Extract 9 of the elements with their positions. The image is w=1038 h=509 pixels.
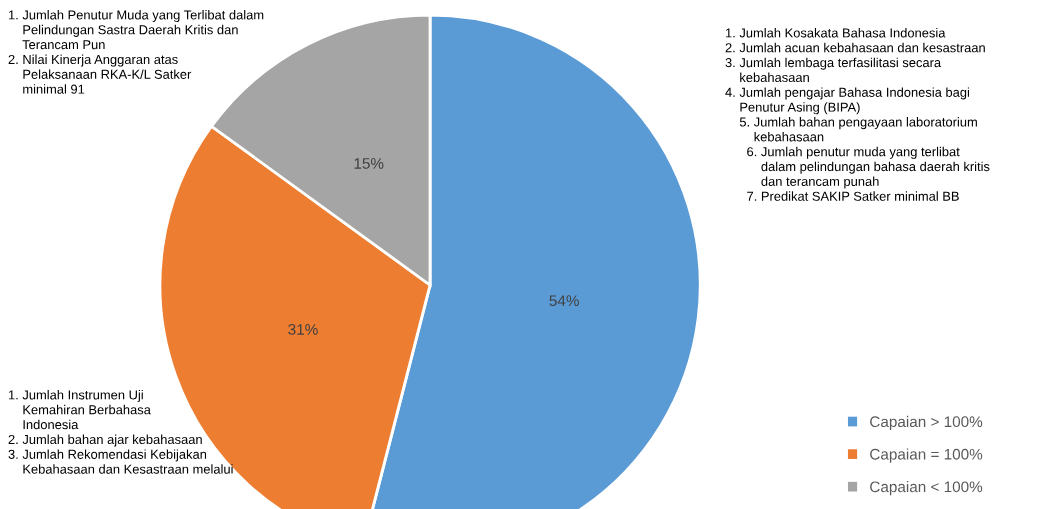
legend-label: Capaian = 100% [870,448,983,463]
legend-label: Capaian > 100% [870,415,983,431]
text: 1. Jumlah Penutur Muda yang Terlibat dalam Pelindungan Sastra Daerah Kritis dan Terancam Pun 2. Nilai Kinerja Anggaran atas Pelaksanaan RKA-K/L Satker minimal 91 [8,10,264,94]
legend-label: Capaian < 100% [870,481,983,496]
data-label: 15% [354,158,384,169]
text: 1. Jumlah Instrumen Uji Kemahiran Berbahasa Indonesia 2. Jumlah bahan ajar kebahasaan 3. Jumlah Rekomendasi Kebijakan Kebahasaan dan Kesastraan melalui [8,390,233,474]
text: 1. Jumlah Kosakata Bahasa Indonesia 2. Jumlah acuan kebahasaan dan kesastraan 3. Jumlah lembaga terfasilitasi secara kebahasaan 4. Jumlah pengajar Bahasa Indonesia bagi Penutur Asing (BIPA) 5. Jumlah bahan pengayaan laboratorium kebahasaan 6. Jumlah penutur muda yang terlibat dalam pelindungan bahasa daerah kritis dan terancam punah 7. Predikat SAKIP Satker minimal BB [725,28,990,201]
data-label: 31% [288,324,318,335]
data-label: 54% [549,295,579,307]
